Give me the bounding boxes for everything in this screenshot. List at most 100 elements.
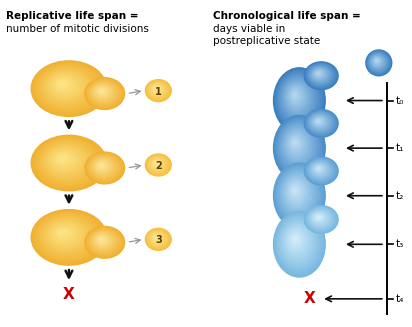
Ellipse shape	[304, 62, 338, 90]
Ellipse shape	[289, 88, 302, 104]
Ellipse shape	[284, 129, 310, 162]
Ellipse shape	[278, 120, 319, 174]
Ellipse shape	[312, 116, 326, 128]
Ellipse shape	[151, 159, 164, 169]
Ellipse shape	[291, 185, 300, 197]
Ellipse shape	[289, 183, 302, 199]
Ellipse shape	[96, 86, 109, 97]
Ellipse shape	[54, 227, 73, 241]
Ellipse shape	[152, 234, 162, 243]
Ellipse shape	[307, 64, 335, 87]
Ellipse shape	[280, 76, 316, 121]
Ellipse shape	[89, 81, 119, 105]
Ellipse shape	[280, 124, 316, 169]
Ellipse shape	[41, 68, 93, 106]
Ellipse shape	[98, 163, 105, 168]
Ellipse shape	[292, 91, 299, 99]
Ellipse shape	[312, 69, 326, 80]
Ellipse shape	[279, 218, 318, 267]
Ellipse shape	[293, 188, 297, 192]
Ellipse shape	[91, 158, 115, 176]
Text: 2: 2	[155, 161, 162, 171]
Ellipse shape	[150, 158, 165, 171]
Ellipse shape	[278, 216, 319, 270]
Ellipse shape	[153, 235, 161, 241]
Ellipse shape	[292, 186, 299, 195]
Ellipse shape	[147, 80, 170, 100]
Ellipse shape	[41, 217, 93, 255]
Ellipse shape	[147, 229, 170, 249]
Ellipse shape	[51, 75, 79, 96]
Text: t₂: t₂	[396, 191, 404, 201]
Ellipse shape	[93, 84, 113, 100]
Ellipse shape	[311, 211, 328, 225]
Ellipse shape	[60, 157, 65, 160]
Ellipse shape	[312, 212, 326, 224]
Ellipse shape	[310, 210, 330, 227]
Ellipse shape	[43, 69, 90, 104]
Ellipse shape	[49, 148, 82, 172]
Ellipse shape	[311, 68, 328, 81]
Ellipse shape	[149, 231, 167, 247]
Ellipse shape	[314, 69, 325, 79]
Ellipse shape	[58, 81, 68, 88]
Ellipse shape	[60, 82, 65, 86]
Ellipse shape	[307, 159, 335, 182]
Ellipse shape	[292, 235, 299, 243]
Ellipse shape	[155, 162, 157, 164]
Ellipse shape	[147, 155, 170, 175]
Ellipse shape	[54, 78, 73, 92]
Ellipse shape	[147, 156, 168, 173]
Ellipse shape	[149, 157, 167, 172]
Ellipse shape	[317, 72, 320, 75]
Ellipse shape	[283, 127, 312, 164]
Ellipse shape	[307, 112, 335, 134]
Ellipse shape	[31, 210, 107, 265]
Ellipse shape	[145, 154, 171, 176]
Ellipse shape	[370, 54, 386, 70]
Text: Replicative life span =: Replicative life span =	[6, 11, 139, 21]
Ellipse shape	[33, 211, 104, 263]
Ellipse shape	[276, 71, 321, 129]
Ellipse shape	[89, 230, 119, 253]
Ellipse shape	[58, 155, 68, 162]
Ellipse shape	[274, 212, 325, 277]
Ellipse shape	[281, 222, 314, 263]
Ellipse shape	[58, 230, 68, 236]
Ellipse shape	[97, 236, 107, 244]
Ellipse shape	[276, 215, 321, 272]
Ellipse shape	[274, 163, 325, 229]
Ellipse shape	[288, 230, 304, 250]
Ellipse shape	[289, 135, 302, 152]
Ellipse shape	[316, 119, 321, 124]
Ellipse shape	[316, 71, 321, 76]
Ellipse shape	[41, 142, 93, 181]
Ellipse shape	[90, 231, 117, 252]
Ellipse shape	[287, 180, 306, 204]
Ellipse shape	[96, 235, 109, 246]
Ellipse shape	[56, 79, 70, 90]
Ellipse shape	[314, 117, 325, 126]
Ellipse shape	[371, 55, 384, 68]
Ellipse shape	[43, 218, 90, 253]
Ellipse shape	[311, 115, 328, 129]
Ellipse shape	[307, 208, 335, 231]
Ellipse shape	[293, 141, 297, 145]
Ellipse shape	[317, 216, 320, 218]
Ellipse shape	[155, 236, 157, 239]
Ellipse shape	[370, 55, 385, 69]
Ellipse shape	[309, 113, 332, 132]
Ellipse shape	[308, 160, 333, 181]
Ellipse shape	[376, 60, 377, 61]
Ellipse shape	[375, 59, 379, 63]
Ellipse shape	[308, 209, 333, 229]
Ellipse shape	[304, 157, 338, 185]
Ellipse shape	[149, 82, 167, 98]
Ellipse shape	[286, 178, 308, 207]
Ellipse shape	[56, 228, 70, 238]
Ellipse shape	[278, 73, 319, 126]
Ellipse shape	[374, 58, 380, 64]
Ellipse shape	[279, 75, 318, 124]
Ellipse shape	[31, 135, 107, 191]
Ellipse shape	[154, 161, 159, 165]
